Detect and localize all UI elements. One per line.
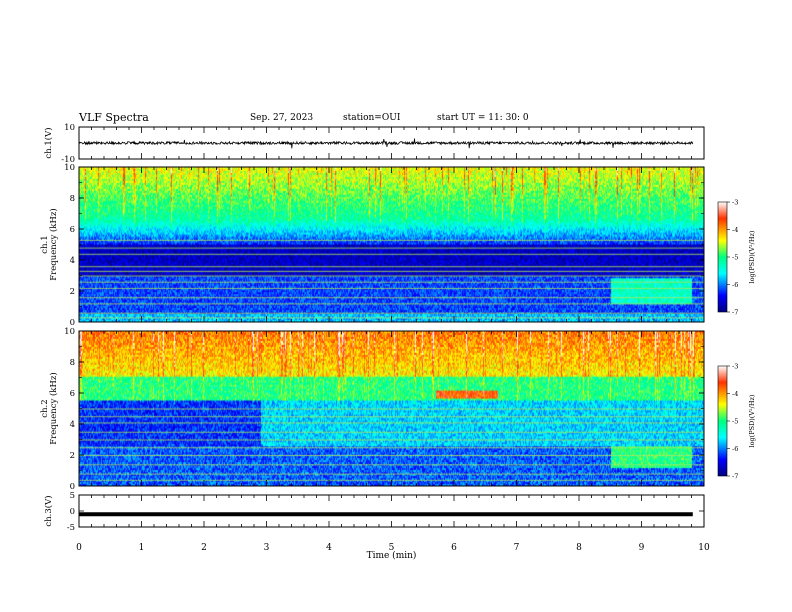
colorbar-label: log(PSD)(V²/Hz) [748,394,756,447]
colorbar-label: log(PSD)(V²/Hz) [748,230,756,283]
start-time-label: start UT = 11: 30: 0 [437,113,529,123]
x-tick-label: 1 [139,543,145,553]
x-tick-label: 9 [639,543,645,553]
y-tick-label: 10 [64,163,75,173]
x-tick-label: 10 [698,543,710,553]
y-tick-label: -5 [67,523,75,533]
y-tick-label: 8 [70,194,75,204]
y-tick-label: 10 [64,123,75,133]
y-tick-label: -10 [61,155,75,165]
y-tick-label: 6 [70,225,75,235]
x-axis-label: Time (min) [367,550,417,561]
y-tick-label: 0 [70,318,75,328]
y-tick-label: 10 [64,327,75,337]
colorbar-tick-label: -4 [732,390,738,398]
colorbar-tick-label: -5 [732,418,738,426]
y-axis-label: Frequency (kHz) [48,372,59,444]
y-tick-label: 4 [70,256,75,266]
colorbar-tick-label: -4 [732,226,738,234]
date-label: Sep. 27, 2023 [250,113,314,123]
x-tick-label: 3 [264,543,270,553]
chart-title: VLF Spectra [79,111,149,124]
y-tick-label: 2 [70,287,75,297]
x-tick-label: 7 [514,543,520,553]
x-tick-label: 5 [389,543,395,553]
x-tick-label: 0 [76,543,82,553]
spectrogram-image-ch1 [79,167,704,322]
y-axis-label: ch.1 [40,235,50,253]
y-axis-label: ch.3(V) [43,495,54,526]
colorbar-tick-label: -5 [732,254,738,262]
waveform-trace-ch1-waveform [78,138,694,149]
colorbar-tick-label: -7 [732,309,738,317]
y-tick-label: 8 [70,358,75,368]
y-tick-label: 0 [70,482,75,492]
station-label: station=OUI [343,113,401,123]
colorbar [717,365,728,477]
y-tick-label: 5 [70,491,75,501]
colorbar-tick-label: -3 [732,363,738,371]
colorbar-tick-label: -7 [732,473,738,481]
x-tick-label: 2 [201,543,207,553]
y-axis-label: Frequency (kHz) [48,208,59,280]
x-tick-label: 4 [326,543,332,553]
y-tick-label: 2 [70,451,75,461]
y-axis-label: ch.2 [40,399,50,417]
y-axis-label: ch.1(V) [43,127,54,158]
colorbar-tick-label: -6 [732,281,738,289]
y-tick-label: 0 [70,507,75,517]
colorbar-tick-label: -6 [732,445,738,453]
x-tick-label: 6 [451,543,457,553]
colorbar-tick-label: -3 [732,199,738,207]
x-tick-label: 8 [576,543,582,553]
spectrogram-image-ch2 [79,331,704,486]
y-tick-label: 4 [70,420,75,430]
colorbar [717,201,728,313]
y-tick-label: 6 [70,389,75,399]
